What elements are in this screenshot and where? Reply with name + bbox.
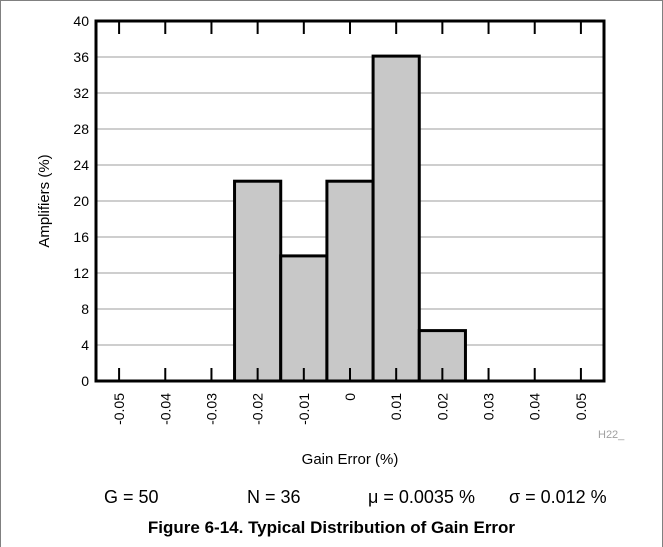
y-tick-label: 24 [73,157,89,173]
stat-count: N = 36 [247,487,301,507]
y-tick-label: 0 [81,373,89,389]
x-tick-label: 0.02 [434,393,450,420]
y-tick-label: 28 [73,121,89,137]
y-axis-label: Amplifiers (%) [36,154,53,247]
y-tick-label: 16 [73,229,89,245]
x-tick-label: -0.02 [250,393,266,425]
x-tick-label: 0.03 [481,393,497,420]
y-tick-label: 8 [81,301,89,317]
histogram-bar [233,179,283,383]
y-tick-label: 20 [73,193,89,209]
y-tick-labels: 0 4 8 12 16 20 24 28 32 36 40 [73,13,89,389]
bars [233,54,467,383]
x-tick-label: -0.04 [157,393,173,425]
y-tick-label: 12 [73,265,89,281]
y-tick-label: 4 [81,337,89,353]
y-tick-label: 40 [73,13,89,29]
watermark-text: H22_ [598,429,625,441]
histogram-bar [325,179,375,383]
x-tick-label: 0.05 [573,393,589,420]
x-tick-label: 0 [342,393,358,401]
x-axis-label: Gain Error (%) [302,451,399,468]
stat-sigma: σ = 0.012 % [509,487,607,507]
axis-ticks [118,21,582,381]
histogram-bar [279,254,329,383]
x-tick-label: -0.01 [296,393,312,425]
plot-border [94,19,606,383]
y-tick-label: 32 [73,85,89,101]
y-tick-label: 36 [73,49,89,65]
histogram-bar [371,54,421,383]
histogram-chart: 0 4 8 12 16 20 24 28 32 36 40 -0.05 -0.04 -0.03 -0.02… [36,13,625,468]
x-tick-label: 0.04 [527,393,543,420]
stat-gain: G = 50 [104,487,159,507]
x-tick-label: -0.05 [111,393,127,425]
x-tick-label: -0.03 [203,393,219,425]
figure-caption: Figure 6-14. Typical Distribution of Gai… [147,518,516,537]
x-tick-labels: -0.05 -0.04 -0.03 -0.02 -0.01 0 0.01 0.02 0.03 0.… [111,393,589,425]
stat-mean: μ = 0.0035 % [368,487,475,507]
x-tick-label: 0.01 [388,393,404,420]
